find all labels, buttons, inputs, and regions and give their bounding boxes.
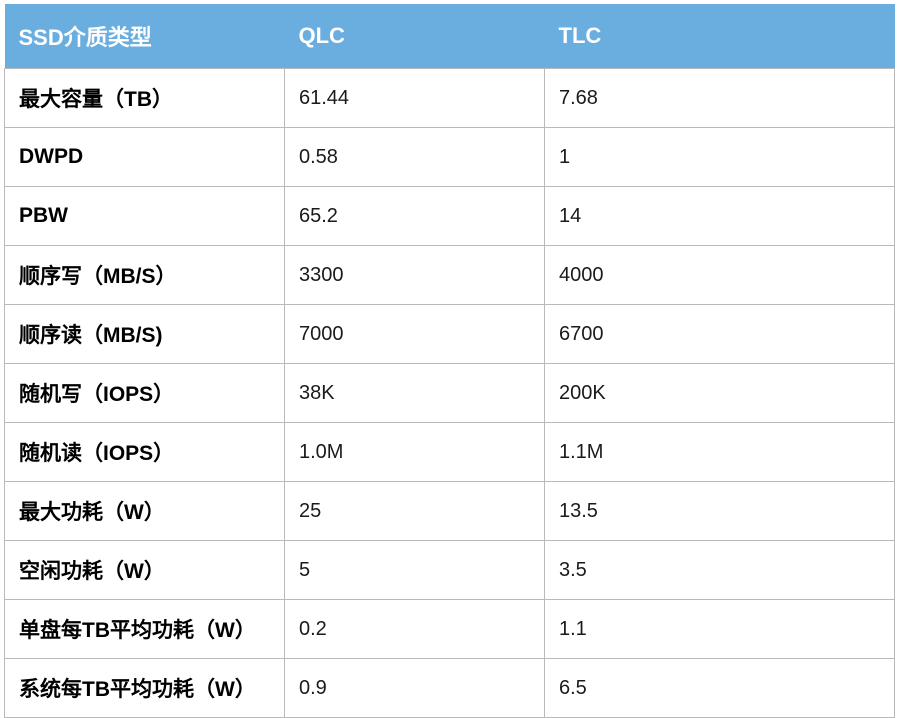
- table-row: 顺序读（MB/S) 7000 6700: [5, 305, 895, 364]
- tlc-value: 200K: [545, 364, 895, 423]
- metric-label: 最大容量（TB）: [5, 69, 285, 128]
- table-row: DWPD 0.58 1: [5, 128, 895, 187]
- tlc-value: 14: [545, 187, 895, 246]
- tlc-value: 1.1: [545, 600, 895, 659]
- qlc-value: 7000: [285, 305, 545, 364]
- qlc-value: 0.9: [285, 659, 545, 718]
- tlc-value: 6700: [545, 305, 895, 364]
- metric-label: 单盘每TB平均功耗（W）: [5, 600, 285, 659]
- metric-label: 顺序读（MB/S): [5, 305, 285, 364]
- qlc-value: 5: [285, 541, 545, 600]
- tlc-value: 4000: [545, 246, 895, 305]
- qlc-value: 3300: [285, 246, 545, 305]
- tlc-value: 6.5: [545, 659, 895, 718]
- tlc-value: 1: [545, 128, 895, 187]
- col-header-metric: SSD介质类型: [5, 4, 285, 69]
- table-row: 顺序写（MB/S） 3300 4000: [5, 246, 895, 305]
- metric-label: 系统每TB平均功耗（W）: [5, 659, 285, 718]
- metric-label: DWPD: [5, 128, 285, 187]
- metric-label: 随机写（IOPS）: [5, 364, 285, 423]
- table-header-row: SSD介质类型 QLC TLC: [5, 4, 895, 69]
- table-row: 随机写（IOPS） 38K 200K: [5, 364, 895, 423]
- tlc-value: 1.1M: [545, 423, 895, 482]
- table-row: 最大容量（TB） 61.44 7.68: [5, 69, 895, 128]
- tlc-value: 7.68: [545, 69, 895, 128]
- metric-label: 空闲功耗（W）: [5, 541, 285, 600]
- col-header-qlc: QLC: [285, 4, 545, 69]
- qlc-value: 65.2: [285, 187, 545, 246]
- qlc-value: 61.44: [285, 69, 545, 128]
- table-body: 最大容量（TB） 61.44 7.68 DWPD 0.58 1 PBW 65.2…: [5, 69, 895, 718]
- qlc-value: 1.0M: [285, 423, 545, 482]
- metric-label: PBW: [5, 187, 285, 246]
- metric-label: 随机读（IOPS）: [5, 423, 285, 482]
- tlc-value: 3.5: [545, 541, 895, 600]
- col-header-tlc: TLC: [545, 4, 895, 69]
- ssd-comparison-table: SSD介质类型 QLC TLC 最大容量（TB） 61.44 7.68 DWPD…: [4, 4, 895, 718]
- qlc-value: 25: [285, 482, 545, 541]
- table-row: 随机读（IOPS） 1.0M 1.1M: [5, 423, 895, 482]
- tlc-value: 13.5: [545, 482, 895, 541]
- metric-label: 顺序写（MB/S）: [5, 246, 285, 305]
- table-row: 空闲功耗（W） 5 3.5: [5, 541, 895, 600]
- metric-label: 最大功耗（W）: [5, 482, 285, 541]
- table-row: PBW 65.2 14: [5, 187, 895, 246]
- qlc-value: 38K: [285, 364, 545, 423]
- table-row: 最大功耗（W） 25 13.5: [5, 482, 895, 541]
- qlc-value: 0.58: [285, 128, 545, 187]
- table-row: 系统每TB平均功耗（W） 0.9 6.5: [5, 659, 895, 718]
- table-row: 单盘每TB平均功耗（W） 0.2 1.1: [5, 600, 895, 659]
- qlc-value: 0.2: [285, 600, 545, 659]
